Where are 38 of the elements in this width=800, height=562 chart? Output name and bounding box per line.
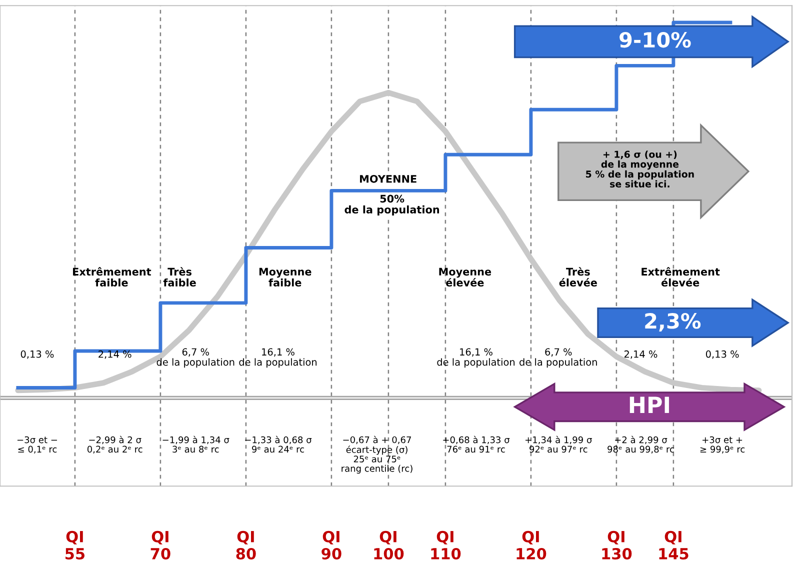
annotation: 2,14 % (624, 350, 658, 359)
x-tick-label: QI 100 (374, 530, 404, 560)
annotation: + 1,6 σ (ou +) de la moyenne 5 % de la population se situe ici. (586, 150, 694, 188)
annotation: Extrêmement élevée (642, 267, 720, 287)
annotation: 2,14 % (98, 350, 132, 359)
annotation: MOYENNE (360, 174, 416, 183)
annotation: 6,7 % de la population (520, 348, 597, 368)
text: +0,68 à 1,33 σ 76ᵉ au 91ᵉ rc (443, 436, 510, 453)
x-tick-label: QI 130 (602, 530, 632, 560)
text: +1,34 à 1,99 σ 92ᵉ au 97ᵉ rc (526, 436, 592, 453)
annotation: 50% de la population (344, 194, 440, 216)
text: −1,99 à 1,34 σ 3ᵉ au 8ᵉ rc (162, 436, 230, 453)
annotation: 0,13 % (706, 350, 739, 359)
annotation: 16,1 % de la population (437, 348, 515, 368)
annotation: 9-10% (620, 32, 691, 48)
text: −0,67 à + 0,67 écart-type (σ) 25ᵉ au 75ᵉ rang centile (rc) (342, 436, 412, 474)
x-tick-label: QI 110 (431, 530, 461, 560)
annotation: Très faible (163, 267, 196, 287)
x-tick-label: QI 120 (516, 530, 546, 560)
annotation: Moyenne élevée (439, 268, 492, 287)
annotation: 16,1 % de la population (239, 348, 317, 368)
annotation: Très élevée (559, 267, 597, 287)
text: +3σ et + ≥ 99,9ᵉ rc (700, 436, 745, 454)
annotation: 2,3% (645, 313, 701, 332)
x-tick-label: QI 90 (322, 530, 342, 560)
x-tick-label: QI 145 (659, 530, 688, 560)
x-tick-label: QI 70 (150, 530, 170, 560)
annotation: 6,7 % de la population (156, 348, 234, 368)
annotation: Moyenne faible (259, 268, 312, 287)
text: −3σ et − ≤ 0,1ᵉ rc (17, 436, 57, 454)
text: −2,99 à 2 σ 0,2ᵉ au 2ᵉ rc (87, 436, 142, 454)
x-tick-label: QI 55 (66, 530, 85, 560)
x-tick-label: QI 80 (236, 530, 256, 560)
annotation: Extrêmement faible (73, 267, 152, 287)
annotation: HPI (630, 396, 669, 413)
text: −1,33 à 0,68 σ 9ᵉ au 24ᵉ rc (245, 436, 312, 453)
annotation: 0,13 % (20, 350, 54, 359)
text: +2 à 2,99 σ 98ᵉ au 99,8ᵉ rc (608, 436, 674, 454)
